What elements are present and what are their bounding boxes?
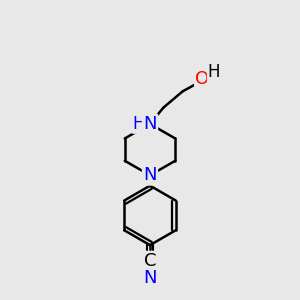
- Text: H: H: [208, 63, 220, 81]
- Text: N: N: [143, 115, 157, 133]
- Text: C: C: [144, 252, 156, 270]
- Text: O: O: [195, 70, 209, 88]
- Text: H: H: [133, 115, 145, 133]
- Text: N: N: [143, 269, 157, 287]
- Text: N: N: [143, 166, 157, 184]
